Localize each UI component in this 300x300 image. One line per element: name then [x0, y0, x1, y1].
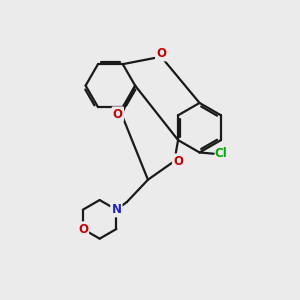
Text: O: O [173, 154, 183, 168]
Text: Cl: Cl [215, 147, 227, 160]
Text: O: O [156, 47, 166, 60]
Text: O: O [78, 223, 88, 236]
Text: N: N [111, 203, 122, 216]
Text: O: O [113, 108, 123, 121]
